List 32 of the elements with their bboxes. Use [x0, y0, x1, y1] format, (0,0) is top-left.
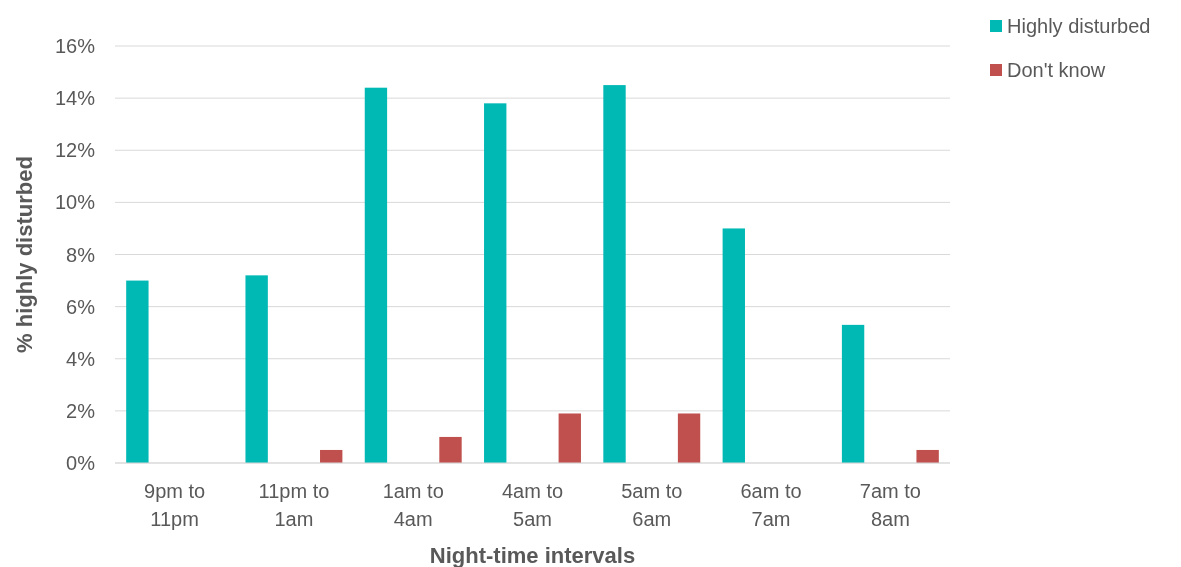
x-tick-label: 7am to 8am — [859, 480, 921, 530]
bar — [916, 449, 939, 463]
bar — [364, 87, 388, 463]
y-axis-title: % highly disturbed — [12, 156, 37, 353]
bar — [484, 103, 507, 463]
x-tick-label: 5am to 6am — [621, 480, 683, 530]
bar — [603, 85, 626, 463]
x-tick-label: 9pm to 11pm — [144, 480, 206, 530]
y-tick-label: 2% — [66, 399, 96, 422]
x-tick-label: 1am to 4am — [382, 480, 444, 530]
x-tick-label: 4am to 5am — [501, 480, 564, 530]
y-tick-label: 12% — [54, 139, 96, 162]
x-tick-label: 11pm to 1am — [258, 480, 330, 530]
y-tick-label: 14% — [54, 87, 96, 110]
legend-label: Highly disturbed — [1007, 15, 1151, 37]
x-axis-title: Night-time intervals — [429, 543, 636, 567]
y-tick-label: 6% — [66, 295, 96, 318]
bar — [558, 413, 581, 463]
bar — [841, 324, 865, 463]
bar — [126, 280, 149, 463]
bar — [439, 436, 462, 463]
y-tick-label: 4% — [66, 347, 96, 370]
y-tick-label: 0% — [66, 452, 96, 474]
bar — [677, 413, 701, 463]
x-tick-label: 6am to 7am — [740, 480, 802, 530]
bar — [320, 449, 343, 463]
legend-label: Don't know — [1007, 59, 1106, 81]
bar — [722, 228, 745, 463]
y-tick-label: 8% — [66, 243, 96, 266]
y-tick-label: 10% — [54, 191, 96, 214]
bar — [245, 275, 268, 463]
y-tick-label: 16% — [54, 35, 96, 57]
